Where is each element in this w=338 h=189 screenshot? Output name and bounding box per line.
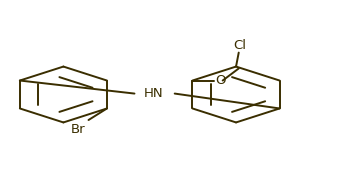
Text: O: O	[215, 74, 225, 87]
Text: HN: HN	[144, 87, 164, 100]
Text: Cl: Cl	[233, 39, 246, 52]
Text: Br: Br	[71, 123, 86, 136]
